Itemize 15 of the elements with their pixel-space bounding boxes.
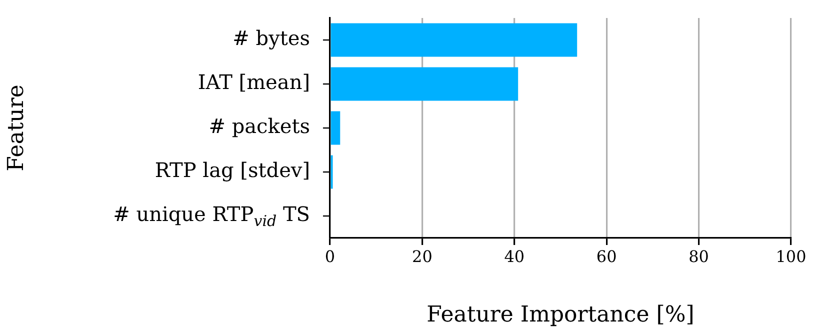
bar: [330, 67, 518, 101]
y-axis-title: Feature: [4, 84, 29, 172]
y-tick-label: # bytes: [232, 26, 310, 50]
y-tick-label: RTP lag [stdev]: [154, 158, 310, 182]
y-tick-label: # packets: [208, 114, 310, 138]
x-tick-label: 80: [688, 246, 709, 266]
x-tick-label: 100: [776, 246, 806, 266]
x-axis-title: Feature Importance [%]: [426, 302, 694, 328]
x-tick-label: 0: [324, 246, 336, 266]
x-tick-label: 20: [412, 246, 432, 266]
x-tick-label: 60: [596, 246, 617, 266]
bar: [330, 23, 578, 57]
bar: [330, 111, 340, 145]
y-tick-label: IAT [mean]: [198, 70, 310, 94]
x-tick-label: 40: [504, 246, 525, 266]
